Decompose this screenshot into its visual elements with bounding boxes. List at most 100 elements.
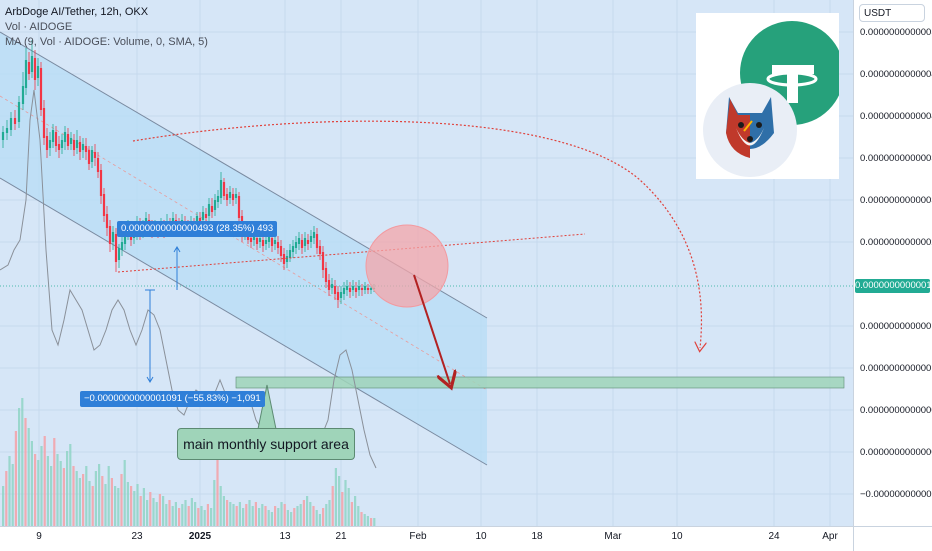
- chart-legend: ArbDoge AI/Tether, 12h, OKX Vol · AIDOGE…: [5, 5, 208, 50]
- candle: [345, 286, 349, 290]
- volume-bar: [338, 476, 341, 526]
- volume-bar: [88, 481, 91, 526]
- candle: [117, 248, 121, 260]
- breakout-zone-circle[interactable]: [365, 224, 449, 308]
- candle: [318, 246, 322, 254]
- candle: [24, 60, 28, 88]
- candle: [363, 286, 367, 290]
- volume-bar: [341, 492, 344, 526]
- candle: [249, 238, 253, 242]
- volume-bar: [46, 456, 49, 526]
- candle: [264, 240, 268, 244]
- candle: [351, 286, 355, 290]
- volume-bar: [171, 506, 174, 526]
- support-zone[interactable]: [235, 376, 845, 389]
- volume-bar: [11, 464, 14, 526]
- volume-bar: [37, 460, 40, 526]
- candle: [348, 288, 352, 292]
- target-arrow[interactable]: [413, 274, 450, 384]
- candle: [366, 288, 370, 290]
- candle: [63, 132, 67, 142]
- volume-bar: [56, 454, 59, 526]
- candle: [279, 246, 283, 256]
- volume-bar: [334, 468, 337, 526]
- candle: [36, 66, 40, 78]
- candle: [210, 206, 214, 212]
- price-tick: 0.0000000000004500: [860, 69, 932, 80]
- candle: [5, 128, 9, 133]
- candle: [102, 194, 106, 216]
- candle: [69, 138, 73, 144]
- volume-bar: [226, 500, 229, 526]
- candle: [75, 140, 79, 148]
- price-tick: 0.0000000000001000: [860, 363, 932, 374]
- price-tick: 0.0000000000000000: [860, 447, 932, 458]
- time-axis[interactable]: [0, 526, 853, 551]
- volume-bar: [53, 438, 56, 526]
- candle: [300, 240, 304, 248]
- legend-title: ArbDoge AI/Tether, 12h, OKX: [5, 6, 149, 18]
- chart-area[interactable]: ArbDoge AI/Tether, 12h, OKX Vol · AIDOGE…: [0, 0, 853, 526]
- volume-bar: [283, 504, 286, 526]
- candle: [66, 134, 70, 146]
- candle: [204, 214, 208, 218]
- price-tick: 0.0000000000002500: [860, 237, 932, 248]
- volume-bar: [120, 474, 123, 526]
- time-tick: 21: [335, 531, 347, 542]
- volume-bar: [78, 478, 81, 526]
- candle: [282, 254, 286, 264]
- candle: [201, 212, 205, 220]
- volume-bar: [290, 512, 293, 526]
- volume-bar: [66, 451, 69, 526]
- volume-bar: [267, 510, 270, 526]
- channel-lower-line[interactable]: [0, 177, 488, 466]
- volume-bar: [146, 500, 149, 526]
- candle: [231, 194, 235, 200]
- last-price-badge: 0.0000000000001986: [855, 279, 932, 293]
- candle: [342, 288, 346, 294]
- currency-unit-selector[interactable]: USDT: [859, 4, 925, 22]
- candle: [9, 118, 13, 130]
- volume-bar: [200, 506, 203, 526]
- volume-bar: [222, 496, 225, 526]
- volume-bar: [123, 460, 126, 526]
- candle: [111, 232, 115, 242]
- candle: [45, 136, 49, 150]
- legend-ma: MA (9, Vol · AIDOGE: Volume, 0, SMA, 5): [5, 36, 208, 48]
- volume-bar: [178, 508, 181, 526]
- price-tick: −0.0000000000000500: [860, 489, 932, 500]
- volume-bar: [2, 486, 5, 526]
- time-tick: 24: [768, 531, 780, 542]
- volume-bar: [219, 486, 222, 526]
- candle: [123, 232, 127, 244]
- candle: [258, 238, 262, 242]
- volume-bar: [318, 514, 321, 526]
- volume-bar: [366, 516, 369, 526]
- volume-bar: [18, 408, 21, 526]
- volume-bar: [248, 500, 251, 526]
- volume-bar: [98, 464, 101, 526]
- time-tick: 9: [36, 531, 42, 542]
- candle: [27, 62, 31, 74]
- volume-bar: [149, 492, 152, 526]
- candle: [51, 130, 55, 142]
- volume-bar: [24, 418, 27, 526]
- descending-channel[interactable]: [0, 32, 487, 465]
- measure-down-arrowhead: [146, 376, 154, 383]
- volume-bar: [363, 514, 366, 526]
- volume-bar: [142, 488, 145, 526]
- volume-bar: [94, 471, 97, 526]
- price-tick: 0.0000000000003000: [860, 195, 932, 206]
- candle: [207, 204, 211, 216]
- volume-bar: [62, 468, 65, 526]
- candle: [297, 238, 301, 244]
- volume-bar: [130, 486, 133, 526]
- volume-bar: [91, 486, 94, 526]
- volume-bar: [133, 491, 136, 526]
- support-area-callout[interactable]: main monthly support area: [177, 428, 355, 460]
- volume-bar: [245, 504, 248, 526]
- volume-bar: [174, 502, 177, 526]
- volume-bar: [274, 506, 277, 526]
- volume-bar: [27, 428, 30, 526]
- price-axis[interactable]: [853, 0, 932, 526]
